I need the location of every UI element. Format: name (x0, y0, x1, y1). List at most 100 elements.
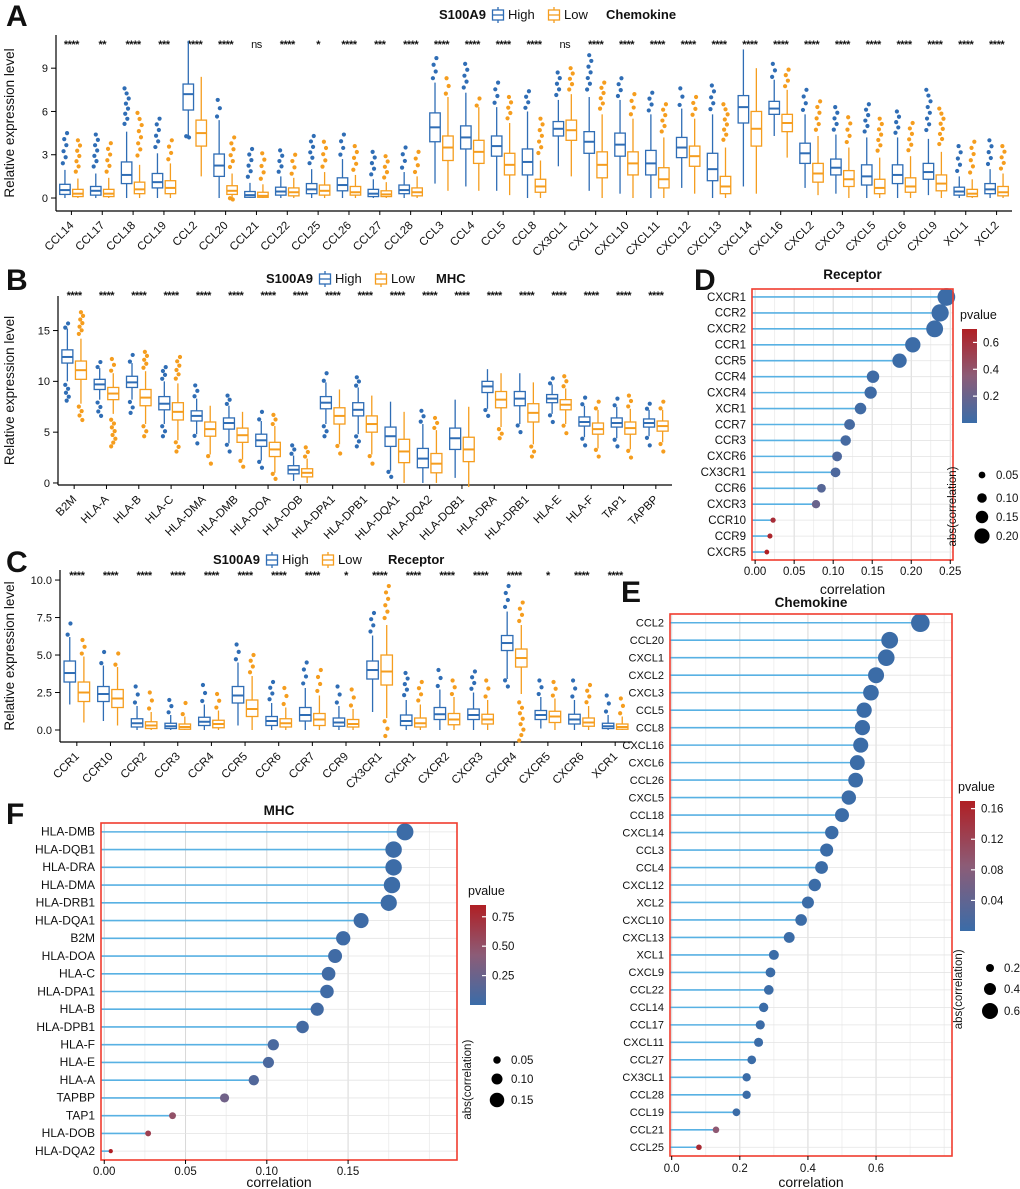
svg-text:0.05: 0.05 (996, 470, 1018, 482)
svg-text:CXCR4: CXCR4 (483, 750, 519, 786)
svg-text:HLA-A: HLA-A (60, 1073, 95, 1087)
svg-text:0.15: 0.15 (337, 1166, 359, 1178)
svg-text:0.4: 0.4 (1004, 984, 1020, 996)
svg-text:0.6: 0.6 (868, 1163, 884, 1175)
svg-text:CCL3: CCL3 (417, 220, 446, 249)
svg-text:0.20: 0.20 (900, 566, 922, 578)
svg-text:****: **** (187, 39, 203, 51)
svg-text:****: **** (507, 570, 523, 582)
svg-text:0.15: 0.15 (861, 566, 883, 578)
svg-text:HLA-C: HLA-C (59, 967, 95, 981)
svg-text:****: **** (372, 570, 388, 582)
svg-text:S100A9: S100A9 (213, 552, 260, 567)
svg-text:****: **** (325, 290, 341, 302)
svg-text:0.0: 0.0 (37, 725, 52, 737)
svg-text:****: **** (989, 39, 1005, 51)
svg-text:***: *** (158, 39, 171, 51)
svg-text:CXCR1: CXCR1 (382, 751, 418, 787)
svg-text:CCL14: CCL14 (43, 219, 77, 253)
svg-text:CCL25: CCL25 (630, 1142, 664, 1154)
svg-text:****: **** (218, 39, 234, 51)
svg-text:abs(correlation): abs(correlation) (947, 466, 959, 546)
svg-text:0.4: 0.4 (800, 1163, 817, 1175)
svg-text:****: **** (454, 290, 470, 302)
svg-text:****: **** (69, 570, 85, 582)
svg-text:0.75: 0.75 (492, 912, 514, 924)
panel-label-e: E (621, 576, 642, 609)
svg-text:CCR6: CCR6 (715, 483, 746, 495)
svg-text:CCL19: CCL19 (135, 220, 169, 254)
svg-text:Relative expression level: Relative expression level (2, 581, 17, 730)
svg-text:CCR4: CCR4 (715, 371, 747, 383)
svg-text:Chemokine: Chemokine (775, 595, 848, 610)
svg-text:****: **** (126, 39, 142, 51)
svg-text:0.05: 0.05 (783, 566, 805, 578)
svg-text:****: **** (487, 290, 503, 302)
svg-text:****: **** (99, 290, 115, 302)
svg-text:B2M: B2M (54, 494, 79, 519)
svg-text:0.15: 0.15 (511, 1095, 533, 1107)
svg-text:****: **** (958, 39, 974, 51)
svg-text:*: * (546, 570, 551, 582)
svg-text:****: **** (67, 290, 83, 302)
svg-text:0.10: 0.10 (256, 1166, 278, 1178)
panel-label-b: B (6, 264, 28, 297)
svg-text:CCL5: CCL5 (636, 705, 664, 717)
svg-text:****: **** (835, 39, 851, 51)
svg-text:****: **** (439, 570, 455, 582)
svg-text:CXCL5: CXCL5 (629, 792, 664, 804)
svg-text:CCL8: CCL8 (636, 722, 664, 734)
svg-text:CCL18: CCL18 (630, 810, 664, 822)
svg-text:****: **** (237, 570, 253, 582)
svg-text:CCR10: CCR10 (708, 515, 746, 527)
panel-e-chemokine-lollipop-chart: CCL2 CCL20 CXCL1 CXCL2 CXCL3 CCL5 CCL8 CXCL16 CX… (622, 595, 1020, 1189)
svg-text:0.2: 0.2 (732, 1163, 748, 1175)
svg-text:HLA-F: HLA-F (60, 1038, 95, 1052)
svg-text:0.25: 0.25 (939, 566, 961, 578)
svg-text:****: **** (897, 39, 913, 51)
svg-text:CCR2: CCR2 (119, 751, 150, 782)
svg-text:CCR7: CCR7 (715, 419, 746, 431)
svg-text:HLA-DOB: HLA-DOB (42, 1126, 95, 1140)
svg-text:HLA-B: HLA-B (60, 1002, 95, 1016)
svg-text:3: 3 (42, 150, 48, 162)
panel-label-d: D (694, 264, 716, 297)
svg-text:S100A9: S100A9 (439, 7, 486, 22)
panel-label-a: A (6, 0, 28, 33)
svg-text:CCL5: CCL5 (479, 220, 508, 249)
svg-text:HLA-DQB1: HLA-DQB1 (35, 842, 95, 856)
svg-text:TAP1: TAP1 (66, 1108, 95, 1122)
svg-text:Low: Low (391, 271, 415, 286)
svg-text:High: High (335, 271, 362, 286)
panel-a-chemokine-boxplot-chart: 0 3 6 9 Relative expression level S100A9 High L… (2, 7, 1012, 259)
svg-text:****: **** (403, 39, 419, 51)
svg-text:CCL2: CCL2 (171, 220, 200, 249)
svg-text:XCL1: XCL1 (942, 220, 971, 249)
svg-text:****: **** (866, 39, 882, 51)
svg-text:0.10: 0.10 (822, 566, 844, 578)
svg-text:CCL14: CCL14 (630, 1002, 664, 1014)
svg-text:CXCL11: CXCL11 (623, 1037, 664, 1049)
svg-text:HLA-DMB: HLA-DMB (41, 825, 95, 839)
svg-text:CCL8: CCL8 (510, 220, 539, 249)
svg-text:CCR1: CCR1 (715, 340, 746, 352)
svg-text:****: **** (341, 39, 357, 51)
svg-text:****: **** (551, 290, 567, 302)
svg-text:CXCL9: CXCL9 (905, 220, 940, 255)
svg-text:HLA-DQA1: HLA-DQA1 (35, 913, 95, 927)
svg-text:CXCL3: CXCL3 (629, 687, 664, 699)
svg-text:CCL25: CCL25 (289, 220, 323, 254)
svg-text:CCR3: CCR3 (715, 435, 746, 447)
svg-text:****: **** (390, 290, 406, 302)
svg-text:****: **** (196, 290, 212, 302)
svg-text:HLA-E: HLA-E (60, 1055, 95, 1069)
svg-text:****: **** (280, 39, 296, 51)
svg-text:CCL28: CCL28 (630, 1090, 664, 1102)
svg-text:abs(correlation): abs(correlation) (462, 1040, 474, 1120)
svg-text:CXCR3: CXCR3 (450, 751, 486, 787)
svg-text:****: **** (204, 570, 220, 582)
svg-text:****: **** (357, 290, 373, 302)
panel-label-f: F (6, 798, 25, 831)
svg-text:****: **** (711, 39, 727, 51)
svg-text:CCL19: CCL19 (630, 1107, 664, 1119)
